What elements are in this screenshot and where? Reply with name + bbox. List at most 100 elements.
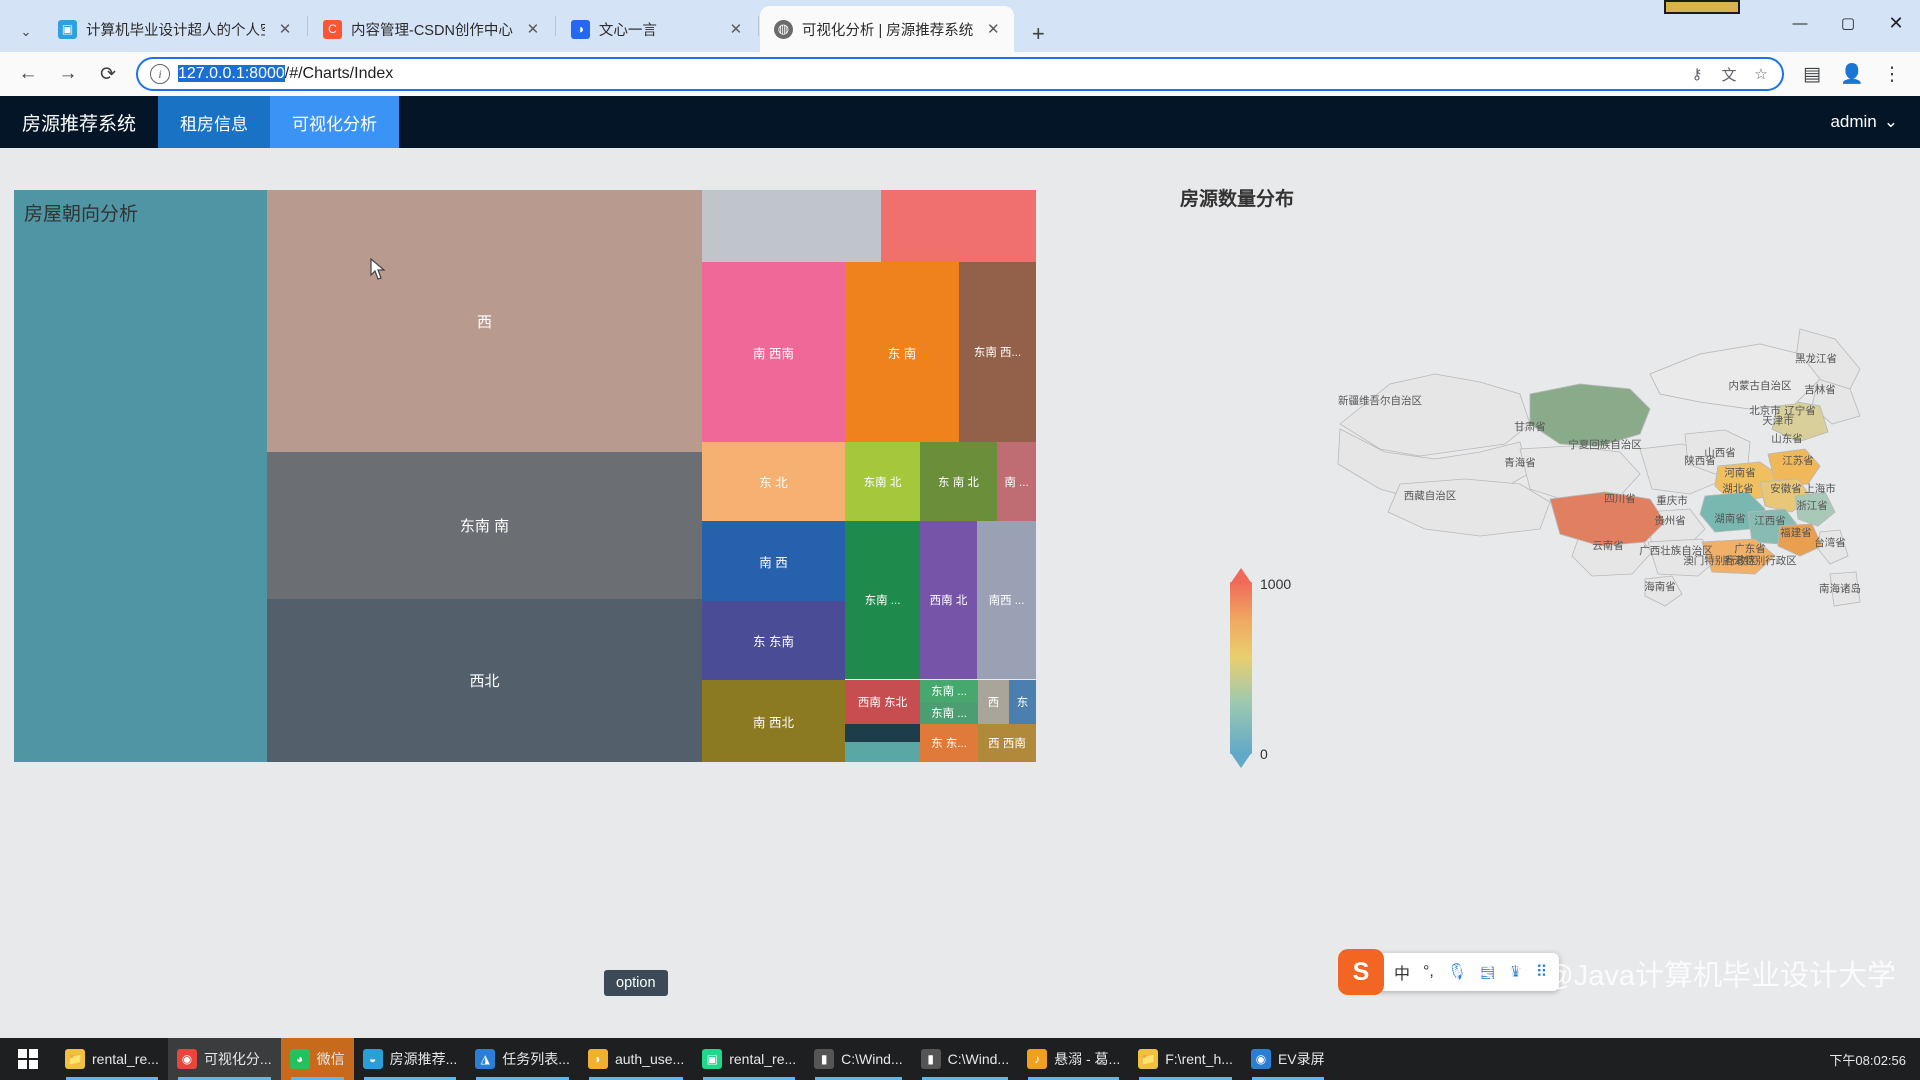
treemap-cell[interactable] bbox=[845, 724, 920, 742]
address-bar[interactable]: i 127.0.0.1:8000/#/Charts/Index ⚷ 文 ☆ bbox=[136, 57, 1784, 91]
map-province-label: 河南省 bbox=[1724, 466, 1756, 479]
treemap-cell-label: 南 西 bbox=[759, 555, 788, 570]
sogou-logo-icon[interactable]: S bbox=[1338, 949, 1384, 995]
nav-tab-rental-info[interactable]: 租房信息 bbox=[158, 96, 271, 148]
tab-strip: ⌄ ▣ 计算机毕业设计超人的个人空间... ✕ C 内容管理-CSDN创作中心 … bbox=[0, 0, 1920, 52]
treemap-cell[interactable]: 南 西北 bbox=[702, 680, 845, 762]
taskbar-item[interactable]: ◒ 房源推荐... bbox=[354, 1038, 467, 1080]
chevron-down-icon: ⌄ bbox=[1883, 112, 1898, 131]
start-button[interactable] bbox=[0, 1038, 56, 1080]
treemap-cell[interactable]: 东 南 bbox=[845, 262, 959, 442]
profile-avatar-icon[interactable]: 👤 bbox=[1840, 64, 1864, 85]
close-icon[interactable]: ✕ bbox=[278, 21, 292, 38]
pycharm-icon: ▣ bbox=[702, 1049, 723, 1069]
system-tray[interactable]: 下午08:02:56 bbox=[1815, 1038, 1920, 1080]
visualmap-max-label: 1000 bbox=[1260, 576, 1292, 592]
reload-icon[interactable]: ⟳ bbox=[100, 63, 116, 85]
taskbar-item-label: 微信 bbox=[316, 1051, 345, 1067]
voice-input-icon[interactable]: 🎙 bbox=[1446, 964, 1468, 981]
treemap-cell[interactable]: 西北 bbox=[267, 599, 702, 762]
maximize-button[interactable]: ▢ bbox=[1840, 15, 1856, 32]
punctuation-mode-icon[interactable]: °, bbox=[1423, 963, 1434, 980]
treemap-cell[interactable]: 西南 东北 bbox=[845, 680, 920, 724]
treemap-cell[interactable]: 东 东... bbox=[920, 724, 978, 762]
browser-tab-2[interactable]: C 内容管理-CSDN创作中心 ✕ bbox=[309, 6, 554, 52]
sogou-ime-toolbar[interactable]: S 中 °, 🎙 ▤ ♛ ⠿ bbox=[1338, 949, 1560, 995]
browser-tab-1[interactable]: ▣ 计算机毕业设计超人的个人空间... ✕ bbox=[44, 6, 306, 52]
close-icon[interactable]: ✕ bbox=[526, 21, 540, 38]
treemap-cell[interactable]: 西南 北 bbox=[920, 521, 977, 679]
site-info-icon[interactable]: i bbox=[150, 64, 170, 84]
taskbar-item[interactable]: ▮ C:\Wind... bbox=[805, 1038, 911, 1080]
treemap-cell[interactable] bbox=[881, 190, 1036, 262]
visualmap-min-handle[interactable] bbox=[1230, 752, 1252, 768]
visualmap-gradient-bar[interactable] bbox=[1230, 568, 1252, 768]
map-province-label: 江西省 bbox=[1754, 514, 1786, 527]
treemap-cell[interactable]: 东 东南 bbox=[702, 601, 845, 680]
map-province-label: 宁夏回族自治区 bbox=[1568, 438, 1642, 451]
toolbox-icon[interactable]: ⠿ bbox=[1535, 964, 1548, 981]
treemap-cell[interactable]: 南 西 bbox=[702, 521, 845, 601]
taskbar-item[interactable]: ◮ 任务列表... bbox=[466, 1038, 579, 1080]
treemap-cell[interactable]: 东南 ... bbox=[920, 680, 978, 702]
treemap-cell[interactable]: 南 ... bbox=[997, 442, 1036, 521]
tab-title: 文心一言 bbox=[598, 22, 657, 39]
nav-tab-visual-analysis[interactable]: 可视化分析 bbox=[270, 96, 400, 148]
browser-tab-4-active[interactable]: ◍ 可视化分析 | 房源推荐系统 ✕ bbox=[759, 6, 1015, 52]
new-tab-button[interactable]: + bbox=[1031, 21, 1045, 46]
treemap-cell[interactable] bbox=[845, 742, 920, 762]
treemap-cell[interactable]: 西 bbox=[267, 190, 702, 452]
minimize-button[interactable]: — bbox=[1792, 14, 1808, 32]
taskbar-item[interactable]: ♪ 悬溺 - 葛... bbox=[1018, 1038, 1129, 1080]
bookmark-star-icon[interactable]: ☆ bbox=[1754, 66, 1768, 83]
taskbar-item[interactable]: ◕ 微信 bbox=[280, 1038, 354, 1080]
treemap-cell[interactable] bbox=[702, 190, 881, 262]
globe-icon: ◍ bbox=[773, 19, 793, 39]
treemap-cell[interactable]: 西 西南 bbox=[978, 724, 1036, 762]
app-icon: ◮ bbox=[475, 1049, 496, 1069]
treemap-cell[interactable]: 东南 南 bbox=[267, 452, 702, 599]
treemap-cell[interactable]: 南 西南 bbox=[702, 262, 845, 442]
map-province-label: 山西省 bbox=[1704, 446, 1736, 459]
close-icon[interactable]: ✕ bbox=[729, 21, 743, 38]
skin-icon[interactable]: ♛ bbox=[1508, 964, 1523, 981]
treemap-cell[interactable]: 东 北 bbox=[702, 442, 845, 521]
treemap-cell[interactable]: 西 bbox=[978, 680, 1009, 724]
chrome-menu-icon[interactable]: ⋮ bbox=[1882, 63, 1902, 85]
taskbar-item[interactable]: ▣ rental_re... bbox=[693, 1038, 805, 1080]
treemap-cell[interactable]: 东 南 北 bbox=[920, 442, 997, 521]
treemap-cell[interactable]: 东南 西... bbox=[959, 262, 1036, 442]
treemap-cell[interactable]: 东南 北 bbox=[845, 442, 920, 521]
treemap-title-cell[interactable]: 房屋朝向分析 bbox=[14, 190, 267, 762]
translate-icon[interactable]: 文 bbox=[1721, 66, 1737, 84]
map-province-label: 青海省 bbox=[1504, 456, 1536, 469]
taskbar-item[interactable]: ◉ 可视化分... bbox=[167, 1038, 281, 1080]
taskbar-item[interactable]: ◉ EV录屏 bbox=[1242, 1038, 1334, 1080]
tab-search-button[interactable]: ⌄ bbox=[8, 12, 44, 52]
map-province-label: 天津市 bbox=[1762, 414, 1794, 427]
treemap-cell[interactable]: 东 bbox=[1009, 680, 1036, 724]
chinese-mode-icon[interactable]: 中 bbox=[1394, 966, 1411, 983]
map-visualmap-legend[interactable]: 1000 0 bbox=[1230, 568, 1291, 768]
taskbar-item[interactable]: ◗ auth_use... bbox=[579, 1038, 693, 1080]
taskbar-item[interactable]: ▮ C:\Wind... bbox=[912, 1038, 1018, 1080]
user-menu[interactable]: admin ⌄ bbox=[1808, 96, 1920, 148]
password-key-icon[interactable]: ⚷ bbox=[1691, 66, 1703, 83]
treemap-cell[interactable]: 南西 ... bbox=[977, 521, 1036, 679]
close-icon[interactable]: ✕ bbox=[986, 21, 1000, 38]
taskbar-item[interactable]: 📁 F:\rent_h... bbox=[1129, 1038, 1242, 1080]
side-panel-icon[interactable]: ▤ bbox=[1803, 63, 1821, 85]
browser-tab-3[interactable]: ◑ 文心一言 ✕ bbox=[557, 6, 757, 52]
taskbar-item[interactable]: 📁 rental_re... bbox=[56, 1038, 168, 1080]
treemap-cell[interactable]: 东南 ... bbox=[845, 521, 920, 679]
keyboard-icon[interactable]: ▤ bbox=[1480, 964, 1496, 981]
back-icon[interactable]: ← bbox=[18, 63, 38, 84]
treemap-cell[interactable]: 东南 ... bbox=[920, 702, 978, 724]
orientation-treemap-chart[interactable]: 房屋朝向分析西东南 南西北南 西南东 南东南 西... 东 北东南 北东 南 北南… bbox=[14, 190, 1036, 762]
forward-icon[interactable]: → bbox=[58, 63, 78, 84]
window-close-button[interactable]: ✕ bbox=[1888, 12, 1904, 33]
treemap-cell-label: 西南 东北 bbox=[857, 697, 908, 709]
house-count-map-panel: 房源数量分布 bbox=[1180, 184, 1880, 824]
cmd-icon: ▮ bbox=[920, 1049, 941, 1069]
